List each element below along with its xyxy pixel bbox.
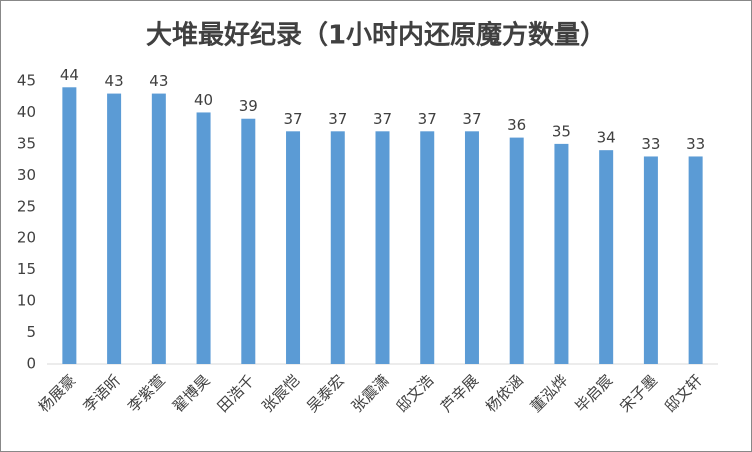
data-label: 40 [194,91,213,109]
data-label: 43 [149,72,168,90]
data-label: 36 [507,116,526,134]
bar [286,131,301,364]
bar [554,143,569,364]
data-label: 37 [328,110,347,128]
data-label: 37 [462,110,481,128]
data-label: 39 [239,97,258,115]
bar [107,93,122,365]
chart-title: 大堆最好纪录（1小时内还原魔方数量） [146,20,606,51]
bar [196,112,211,364]
bar [62,87,77,365]
bar [330,131,345,364]
data-label: 34 [597,129,616,147]
y-tick-label: 30 [17,166,36,184]
y-tick-label: 5 [26,323,36,341]
y-tick-label: 15 [17,260,36,278]
data-label: 37 [373,110,392,128]
bar [643,156,658,364]
bar [375,131,390,364]
data-label: 37 [283,110,302,128]
bar [509,137,524,364]
data-label: 44 [60,66,79,84]
data-label: 37 [418,110,437,128]
y-tick-label: 10 [17,292,36,310]
y-tick-label: 25 [17,197,36,215]
y-tick-label: 40 [17,103,36,121]
bar [688,156,703,364]
y-tick-label: 0 [26,355,36,373]
bar [464,131,479,364]
y-tick-label: 35 [17,134,36,152]
bar [599,150,614,364]
data-label: 35 [552,122,571,140]
data-label: 33 [686,135,705,153]
bar [151,93,166,365]
data-label: 43 [105,72,124,90]
y-tick-label: 20 [17,229,36,247]
bar [241,118,256,364]
data-label: 33 [641,135,660,153]
y-tick-label: 45 [17,72,36,90]
bar [420,131,435,364]
